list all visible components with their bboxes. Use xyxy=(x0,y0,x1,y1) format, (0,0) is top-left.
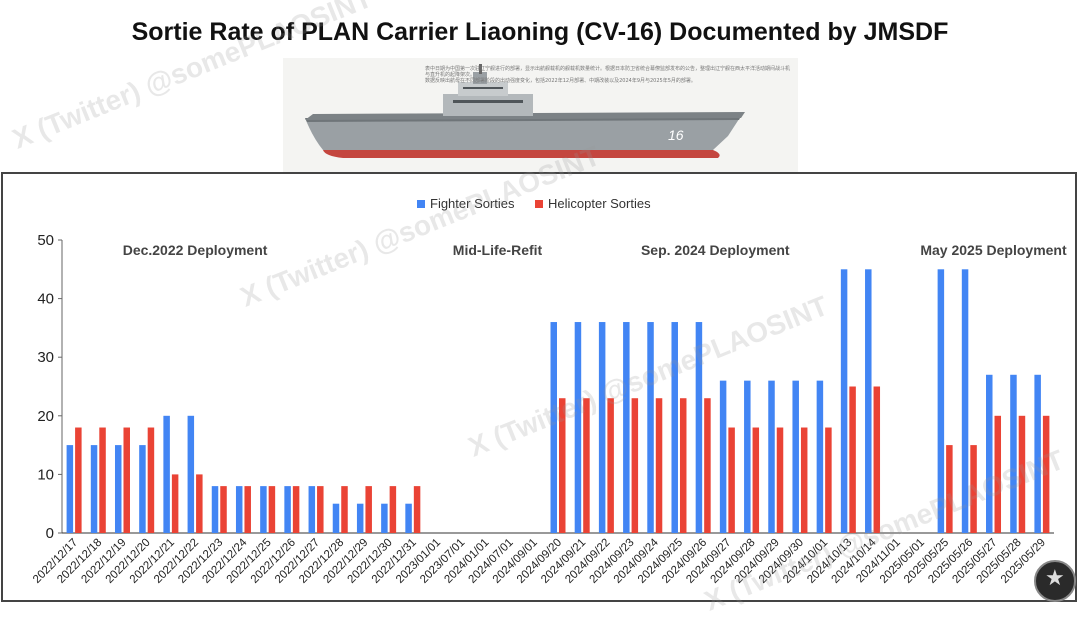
y-tick-label: 30 xyxy=(37,349,54,366)
helicopter-bar xyxy=(1018,415,1026,533)
fighter-bar xyxy=(163,415,170,533)
fighter-bar xyxy=(840,269,848,533)
fighter-bar xyxy=(986,374,993,533)
ship-illustration-panel: 16 xyxy=(283,58,798,172)
star-icon: ★ xyxy=(1045,565,1065,590)
helicopter-bar xyxy=(776,427,784,533)
deployment-annotation: May 2025 Deployment xyxy=(920,242,1067,258)
fighter-bar xyxy=(187,415,195,533)
hull-number: 16 xyxy=(668,127,684,143)
fighter-bar xyxy=(405,503,412,533)
helicopter-bar xyxy=(728,427,735,533)
fighter-bar xyxy=(211,486,219,533)
helicopter-bar xyxy=(268,486,276,533)
fighter-bar xyxy=(937,269,945,533)
fighter-bar xyxy=(1034,374,1041,533)
helicopter-bar xyxy=(607,398,614,533)
helicopter-bar xyxy=(317,486,324,533)
y-tick-label: 50 xyxy=(37,232,54,249)
fighter-bar xyxy=(865,269,872,533)
helicopter-bar xyxy=(147,427,155,533)
helicopter-bar xyxy=(849,386,856,533)
y-tick-label: 40 xyxy=(37,291,54,308)
helicopter-bar xyxy=(413,486,421,533)
y-tick-label: 10 xyxy=(37,466,54,483)
page-title: Sortie Rate of PLAN Carrier Liaoning (CV… xyxy=(131,18,949,46)
legend-swatch-fighter xyxy=(417,200,425,208)
legend-label-helicopter: Helicopter Sorties xyxy=(548,196,651,211)
legend-label-fighter: Fighter Sorties xyxy=(430,196,515,211)
fighter-bar xyxy=(332,503,340,533)
fighter-bar xyxy=(1010,374,1017,533)
helicopter-bar xyxy=(171,474,179,533)
helicopter-bar xyxy=(341,486,348,533)
helicopter-bar xyxy=(655,398,663,533)
fighter-bar xyxy=(792,380,799,533)
fighter-bar xyxy=(744,380,751,533)
fighter-bar xyxy=(139,445,146,533)
helicopter-bar xyxy=(631,398,639,533)
helicopter-bar xyxy=(123,427,130,533)
fighter-bar xyxy=(260,486,267,533)
fighter-bar xyxy=(961,269,969,533)
aircraft-carrier-illustration: 16 xyxy=(305,64,745,158)
ship-caption-line-1: 表中日期为中国第一次驻辽宁舰进行的部署，显示出航舰载机的舰载机数量统计。根据日本… xyxy=(425,66,791,78)
fighter-bar xyxy=(308,486,316,533)
helicopter-bar xyxy=(220,486,227,533)
helicopter-bar xyxy=(873,386,881,533)
fighter-bar xyxy=(356,503,364,533)
helicopter-bar xyxy=(752,427,760,533)
fighter-bar xyxy=(647,322,654,533)
helicopter-bar xyxy=(679,398,687,533)
helicopter-bar xyxy=(196,474,203,533)
channel-logo: ★ xyxy=(1034,560,1076,602)
helicopter-bar xyxy=(825,427,832,533)
helicopter-bar xyxy=(365,486,372,533)
y-tick-label: 20 xyxy=(37,408,54,425)
fighter-bar xyxy=(114,445,122,533)
fighter-bar xyxy=(550,322,557,533)
legend-swatch-helicopter xyxy=(535,200,543,208)
ship-caption-line-2: 数据反映出航母在不同部署阶段的出动强度变化，包括2022年12月部署、中期改装以… xyxy=(425,78,696,84)
chart-frame xyxy=(1,172,1077,602)
deployment-annotation: Sep. 2024 Deployment xyxy=(641,242,790,258)
helicopter-bar xyxy=(994,415,1002,533)
helicopter-bar xyxy=(946,445,953,533)
fighter-bar xyxy=(623,322,630,533)
helicopter-bar xyxy=(800,427,808,533)
helicopter-bar xyxy=(99,427,106,533)
fighter-bar xyxy=(66,445,74,533)
helicopter-bar xyxy=(75,427,82,533)
fighter-bar xyxy=(768,380,775,533)
fighter-bar xyxy=(671,322,678,533)
fighter-bar xyxy=(235,486,243,533)
helicopter-bar xyxy=(583,398,590,533)
deployment-annotation: Mid-Life-Refit xyxy=(453,242,543,258)
fighter-bar xyxy=(284,486,291,533)
helicopter-bar xyxy=(1042,415,1050,533)
fighter-bar xyxy=(381,503,388,533)
helicopter-bar xyxy=(559,398,566,533)
helicopter-bar xyxy=(292,486,300,533)
ship-caption: 表中日期为中国第一次驻辽宁舰进行的部署，显示出航舰载机的舰载机数量统计。根据日本… xyxy=(425,66,790,84)
fighter-bar xyxy=(816,380,824,533)
helicopter-bar xyxy=(970,445,977,533)
fighter-bar xyxy=(695,322,703,533)
helicopter-bar xyxy=(244,486,251,533)
fighter-bar xyxy=(598,322,606,533)
helicopter-bar xyxy=(704,398,711,533)
deployment-annotation: Dec.2022 Deployment xyxy=(123,242,268,258)
fighter-bar xyxy=(719,380,727,533)
fighter-bar xyxy=(574,322,582,533)
helicopter-bar xyxy=(389,486,397,533)
fighter-bar xyxy=(90,445,98,533)
y-tick-label: 0 xyxy=(46,525,54,542)
